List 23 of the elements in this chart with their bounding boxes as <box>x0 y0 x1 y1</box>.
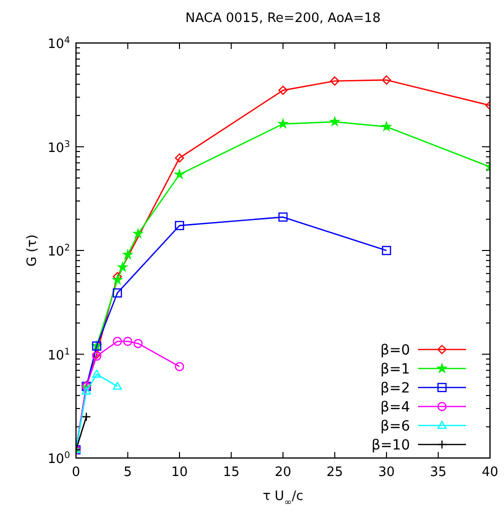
y-axis-title: G (τ) <box>25 234 40 267</box>
x-tick-label: 10 <box>171 465 188 480</box>
legend-label: β=10 <box>372 438 410 454</box>
y-tick-label: 10$^{1}$ <box>48 347 70 364</box>
x-tick-label: 25 <box>326 465 344 480</box>
x-tick-label: 20 <box>274 465 292 480</box>
y-tick-label: 10$^{4}$ <box>48 36 70 52</box>
x-tick-label: 40 <box>482 465 498 480</box>
x-axis-title: τ U$_{∞}$/c <box>262 489 304 508</box>
legend-label: β=0 <box>380 342 410 358</box>
y-tick-label: 10$^{2}$ <box>48 244 70 260</box>
chart-title: NACA 0015, Re=200, AoA=18 <box>185 11 381 26</box>
x-tick-label: 30 <box>378 465 395 480</box>
x-tick-label: 35 <box>430 465 447 480</box>
y-tick-label: 10$^{3}$ <box>48 140 70 156</box>
legend-label: β=4 <box>380 400 410 416</box>
x-tick-label: 5 <box>124 465 132 480</box>
legend-label: β=6 <box>380 418 410 434</box>
x-tick-label: 15 <box>222 465 240 480</box>
legend-label: β=1 <box>380 362 410 378</box>
x-tick-label: 0 <box>72 465 80 480</box>
y-tick-label: 10$^{0}$ <box>48 451 70 467</box>
legend-label: β=2 <box>380 380 410 396</box>
